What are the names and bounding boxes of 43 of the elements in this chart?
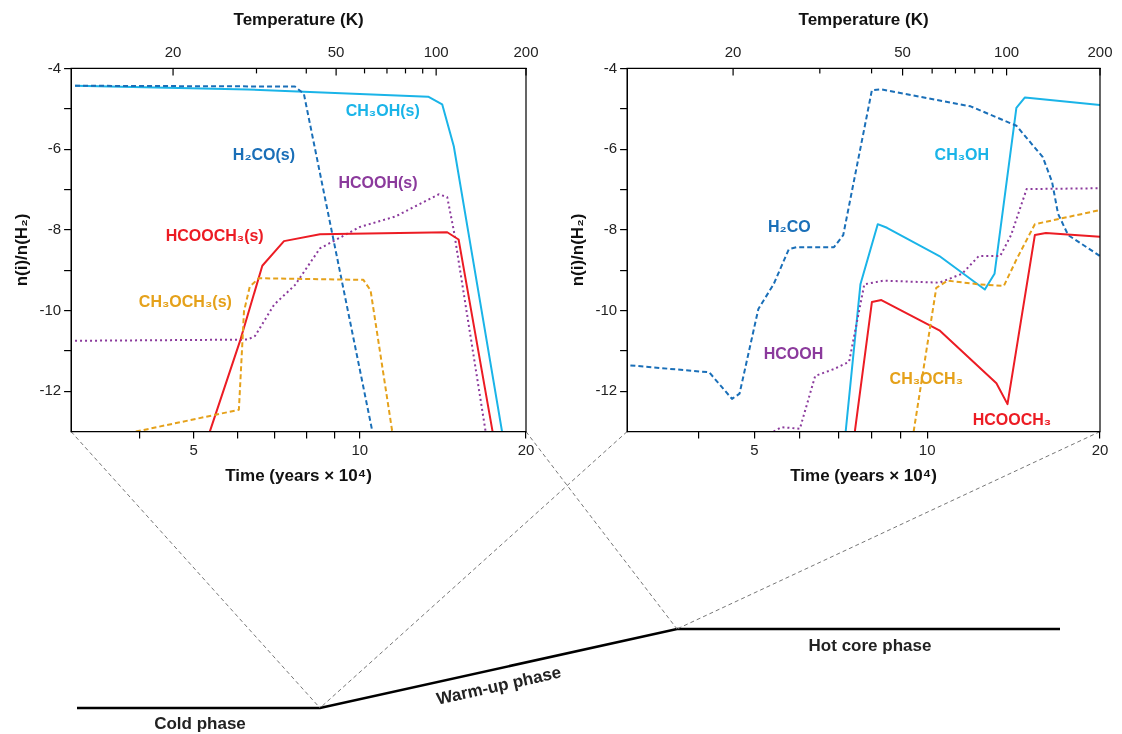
y-tick-label: -10 bbox=[595, 300, 618, 318]
x-axis-title: Time (years × 10⁴) bbox=[790, 466, 937, 486]
text: 50 bbox=[894, 43, 911, 61]
text: 100 bbox=[994, 43, 1020, 61]
text: 100 bbox=[423, 43, 449, 61]
y-tick-label: -12 bbox=[595, 381, 618, 399]
y-tick-label: -10 bbox=[39, 300, 62, 318]
x-tick-label: 5 bbox=[189, 440, 198, 458]
series-label: HCOOH bbox=[763, 345, 824, 363]
x-tick-label: 20 bbox=[1091, 440, 1109, 458]
y-tick-label: -6 bbox=[47, 139, 62, 157]
text: 20 bbox=[724, 43, 742, 61]
x-tick-label: 5 bbox=[750, 440, 759, 458]
y-tick-label: -8 bbox=[47, 219, 62, 237]
series-label: HCOOCH₃ bbox=[972, 410, 1052, 428]
series-label: CH₃OCH₃(s) bbox=[138, 292, 232, 310]
text: Hot core phase bbox=[808, 636, 932, 655]
series-label: CH₃OH bbox=[934, 145, 990, 163]
y-tick-label: -12 bbox=[39, 381, 62, 399]
text: Warm-up phase bbox=[434, 662, 563, 709]
y-tick-label: -6 bbox=[603, 139, 618, 157]
text: Cold phase bbox=[154, 714, 246, 733]
y-tick-label: -4 bbox=[47, 58, 62, 76]
x2-axis-title: Temperature (K) bbox=[233, 9, 364, 29]
x2-axis-title: Temperature (K) bbox=[798, 9, 929, 29]
x-tick-label: 20 bbox=[517, 440, 535, 458]
series-label: CH₃OH(s) bbox=[345, 101, 420, 119]
series-label: HCOOH(s) bbox=[338, 173, 418, 191]
text: 200 bbox=[1087, 43, 1113, 61]
x-axis-title: Time (years × 10⁴) bbox=[225, 466, 372, 486]
text: 20 bbox=[164, 43, 182, 61]
series-label: H₂CO bbox=[768, 218, 811, 236]
y-axis-title: n(i)/n(H₂) bbox=[567, 213, 587, 287]
y-axis-title: n(i)/n(H₂) bbox=[11, 213, 31, 287]
y-tick-label: -4 bbox=[603, 58, 618, 76]
series-label: HCOOCH₃(s) bbox=[165, 227, 264, 245]
y-tick-label: -8 bbox=[603, 219, 618, 237]
text: 200 bbox=[513, 43, 539, 61]
series-label: H₂CO(s) bbox=[232, 145, 296, 163]
series-label: CH₃OCH₃ bbox=[889, 369, 964, 387]
x-tick-label: 10 bbox=[351, 440, 369, 458]
x-tick-label: 10 bbox=[918, 440, 936, 458]
text: 50 bbox=[327, 43, 345, 61]
